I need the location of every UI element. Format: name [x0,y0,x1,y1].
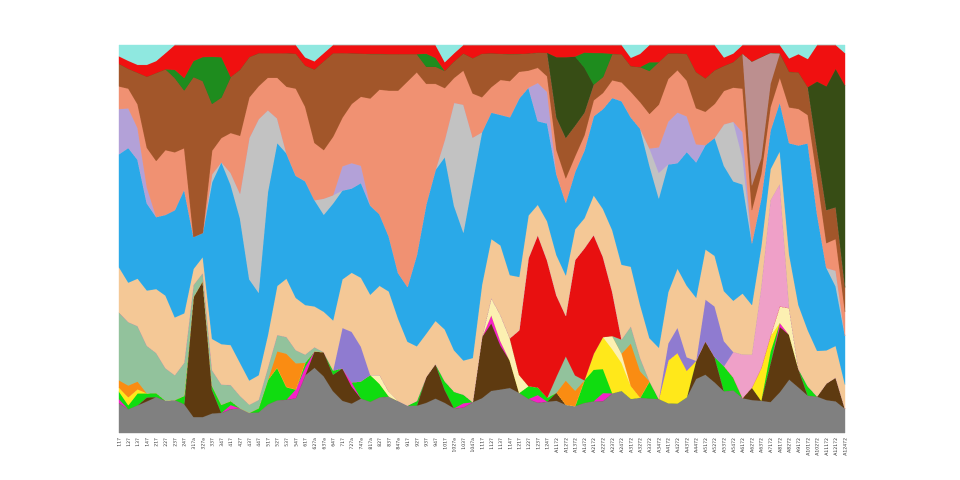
x-tick-label: 327a [200,438,206,450]
x-tick-label: 437 [247,438,253,447]
x-tick-label: 517 [265,438,271,447]
x-tick-label: 217 [154,438,160,447]
x-tick-label: 347 [219,438,225,447]
x-tick-label: 127 [126,438,132,447]
x-tick-label: A10272 [815,438,821,456]
x-tick-label: A9172 [796,438,802,453]
x-tick-label: 1027a [452,438,458,453]
x-tick-label: A1472 [582,438,588,453]
x-tick-label: A4372 [684,438,690,453]
x-tick-label: A4272 [675,438,681,453]
x-tick-label: 937 [424,438,430,447]
x-tick-label: 727a [349,438,355,450]
x-tick-label: A4172 [666,438,672,453]
x-tick-label: A2372 [610,438,616,453]
x-tick-label: 547 [293,438,299,447]
x-tick-label: A8172 [777,438,783,453]
x-tick-label: 247 [182,438,188,447]
x-tick-label: 827 [377,438,383,447]
x-tick-label: A5372 [722,438,728,453]
x-tick-label: 1227 [526,438,532,450]
x-tick-label: A3372 [647,438,653,453]
x-tick-label: 227 [163,438,169,447]
x-tick-label: A4472 [694,438,700,453]
x-tick-label: A3272 [638,438,644,453]
x-tick-label: 337 [210,438,216,447]
x-tick-label: 747a [359,438,365,450]
x-tick-label: 417 [228,438,234,447]
x-tick-label: 1117 [480,438,486,450]
series-cyan-area [118,44,846,65]
x-tick-label: 627a [312,438,318,450]
x-tick-label: A11172 [824,438,830,456]
x-tick-label: 1127 [489,438,495,450]
x-tick-label: 637a [321,438,327,450]
x-tick-label: A5272 [712,438,718,453]
x-tick-label: 237 [172,438,178,447]
x-tick-label: 1147 [507,438,513,450]
x-axis-tick-labels: 117 127 137 147 217 227 237 247 317a 327a 337 347 41… [117,438,849,456]
x-tick-label: A12172 [833,438,839,456]
x-tick-label: A5172 [703,438,709,453]
x-tick-label: 1217 [517,438,523,450]
x-tick-label: 427 [238,438,244,447]
x-tick-label: A8272 [787,438,793,453]
x-tick-label: A6272 [749,438,755,453]
x-tick-label: 1237 [535,438,541,450]
x-tick-label: 617 [303,438,309,447]
x-tick-label: 847a [396,438,402,450]
x-tick-label: A1272 [563,438,569,453]
x-tick-label: A10172 [805,438,811,456]
x-tick-label: A3172 [628,438,634,453]
x-tick-label: 947 [433,438,439,447]
x-tick-label: A6372 [759,438,765,453]
area-series-group [118,44,846,434]
x-tick-label: A2272 [601,438,607,453]
x-tick-label: 717 [340,438,346,447]
x-tick-label: 117 [117,438,123,447]
x-tick-label: A2472 [619,438,625,453]
x-tick-label: A7172 [768,438,774,453]
x-tick-label: 447 [256,438,262,447]
x-tick-label: A12472 [843,438,849,456]
x-tick-label: A3472 [656,438,662,453]
x-tick-label: 647 [331,438,337,447]
x-tick-label: A5472 [731,438,737,453]
x-tick-label: 317a [191,438,197,450]
x-tick-label: A1172 [554,438,560,453]
x-tick-label: 537 [284,438,290,447]
x-tick-label: 837 [386,438,392,447]
x-tick-label: 917 [405,438,411,447]
x-tick-label: 1137 [498,438,504,450]
x-tick-label: 147 [144,438,150,447]
x-tick-label: 137 [135,438,141,447]
x-tick-label: 1017 [442,438,448,450]
x-tick-label: 817a [368,438,374,450]
x-tick-label: 1247 [545,438,551,450]
x-tick-label: 1037 [461,438,467,450]
x-tick-label: A1372 [573,438,579,453]
x-tick-label: 527 [275,438,281,447]
x-tick-label: A2172 [591,438,597,453]
x-tick-label: 1047a [470,438,476,453]
x-tick-label: A6172 [740,438,746,453]
x-tick-label: 927 [414,438,420,447]
